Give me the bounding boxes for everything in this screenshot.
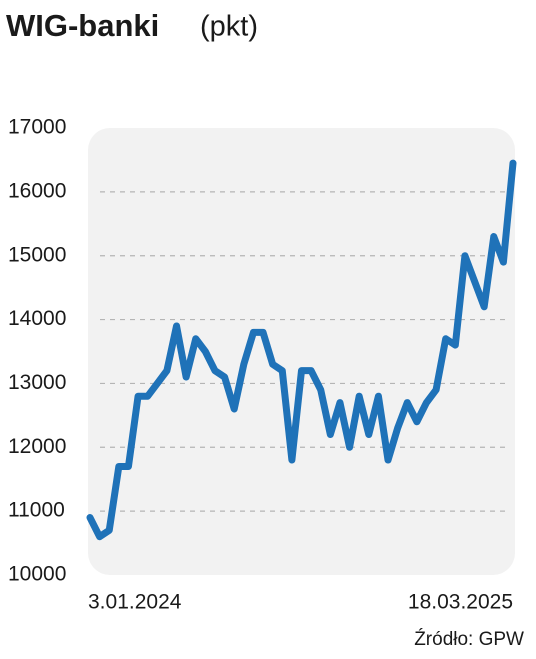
chart-title: WIG-banki xyxy=(6,8,159,43)
y-tick-label: 12000 xyxy=(8,435,66,458)
y-tick-label: 16000 xyxy=(8,179,66,202)
line xyxy=(86,159,517,541)
y-tick-label: 14000 xyxy=(8,307,66,330)
y-tick-label: 15000 xyxy=(8,243,66,266)
y-tick-label: 17000 xyxy=(8,116,66,139)
plot-background xyxy=(88,128,515,575)
y-tick-label: 13000 xyxy=(8,371,66,394)
source: Źródło: GPW xyxy=(414,629,524,650)
unit-label: (pkt) xyxy=(200,11,258,43)
y-tick-label: 10000 xyxy=(8,563,66,586)
y-tick-label: 11000 xyxy=(8,499,65,522)
x-tick-label: 18.03.2025 xyxy=(408,591,513,614)
x-tick-label: 3.01.2024 xyxy=(88,591,182,614)
